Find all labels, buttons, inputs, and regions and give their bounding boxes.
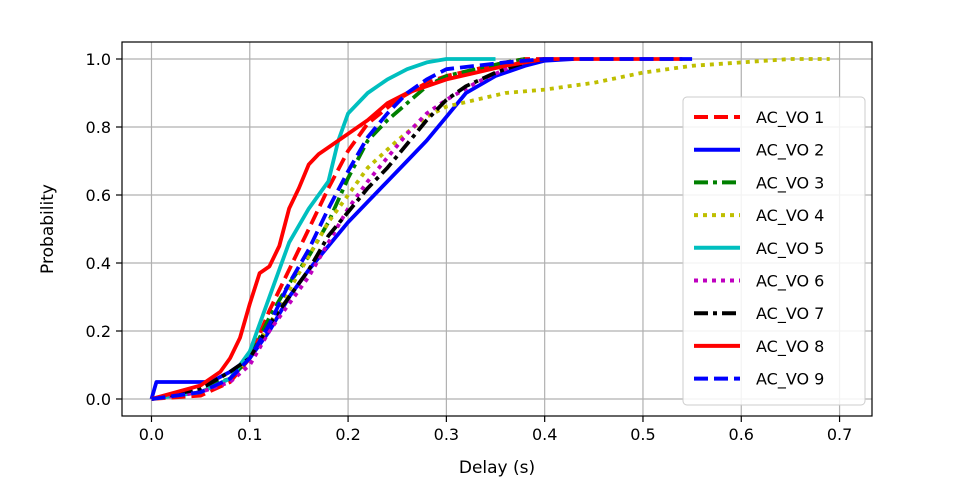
series-line-3 xyxy=(151,57,526,401)
legend: AC_VO 1 AC_VO 2 AC_VO 3 AC_VO 4 AC_VO 5 AC_VO… xyxy=(682,96,866,406)
legend-label-6: AC_VO 6 xyxy=(756,272,824,292)
x-tick-label: 0.0 xyxy=(139,425,164,444)
series-line-4 xyxy=(151,57,830,401)
legend-label-7: AC_VO 7 xyxy=(756,304,824,324)
plot-frame xyxy=(121,41,873,417)
x-tick-label: 0.6 xyxy=(729,425,754,444)
legend-label-2: AC_VO 2 xyxy=(756,141,824,161)
y-tick-label: 0.6 xyxy=(86,186,111,205)
legend-label-3: AC_VO 3 xyxy=(756,173,824,193)
series-lines xyxy=(149,57,830,401)
x-tick-label: 0.7 xyxy=(827,425,852,444)
y-tick-label: 0.8 xyxy=(86,118,111,137)
y-axis-label: Probability xyxy=(38,184,58,274)
y-tick-label: 0.4 xyxy=(86,254,111,273)
legend-label-8: AC_VO 8 xyxy=(756,337,824,357)
x-tick-label: 0.2 xyxy=(335,425,360,444)
x-axis-label: Delay (s) xyxy=(459,458,535,478)
axis-ticks: 0.0 0.1 0.2 0.3 0.4 0.5 0.6 0.7 0.0 0.2 0.4 0.6 0.8 1… xyxy=(86,50,853,444)
series-line-8 xyxy=(150,57,683,401)
series-line-6 xyxy=(151,57,526,401)
legend-label-4: AC_VO 4 xyxy=(756,206,824,226)
legend-label-1: AC_VO 1 xyxy=(756,108,824,128)
x-tick-label: 0.4 xyxy=(532,425,557,444)
x-tick-label: 0.3 xyxy=(434,425,459,444)
legend-label-9: AC_VO 9 xyxy=(756,370,824,390)
legend-label-5: AC_VO 5 xyxy=(756,239,824,259)
y-tick-label: 0.0 xyxy=(86,390,111,409)
y-tick-label: 1.0 xyxy=(86,50,111,69)
legend-box xyxy=(682,96,866,406)
x-tick-label: 0.5 xyxy=(630,425,655,444)
x-tick-label: 0.1 xyxy=(237,425,262,444)
y-tick-label: 0.2 xyxy=(86,322,111,341)
